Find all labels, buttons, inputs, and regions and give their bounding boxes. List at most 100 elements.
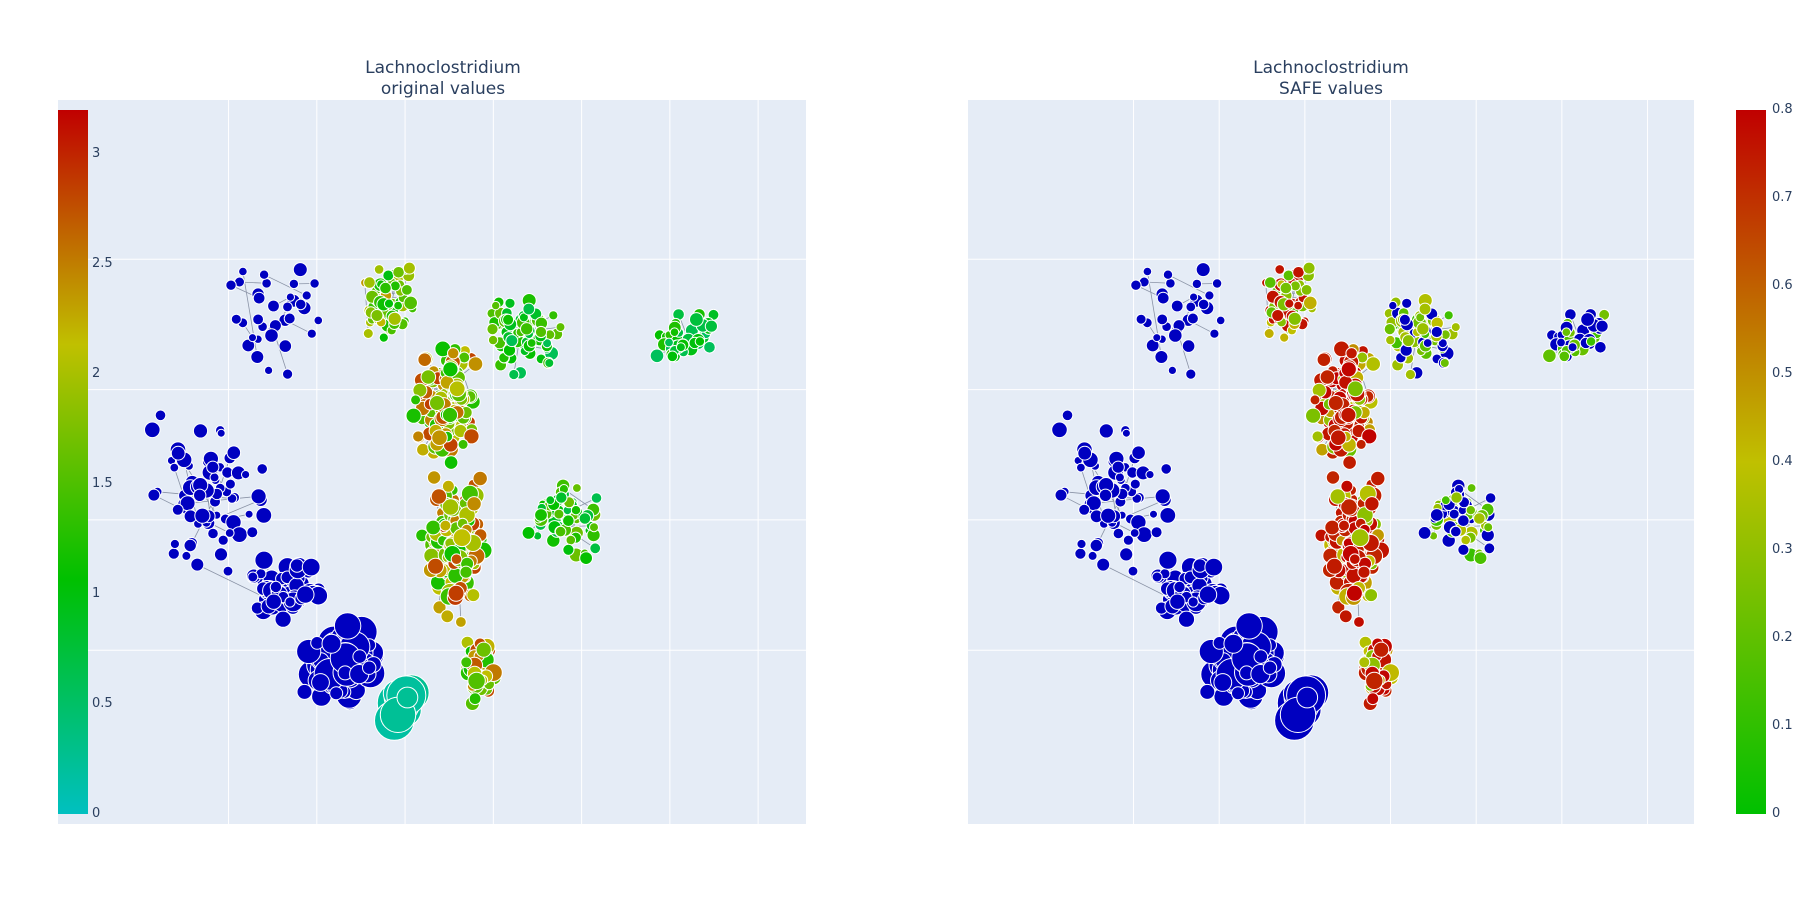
network-node[interactable] <box>1156 291 1170 305</box>
network-node[interactable] <box>183 538 197 553</box>
network-node[interactable] <box>363 276 376 289</box>
network-node[interactable] <box>1098 488 1113 502</box>
network-node[interactable] <box>1373 641 1390 658</box>
network-node[interactable] <box>429 395 445 411</box>
network-node[interactable] <box>1181 339 1196 353</box>
network-node[interactable] <box>694 336 706 347</box>
network-node[interactable] <box>1401 297 1413 309</box>
network-node[interactable] <box>1542 348 1557 364</box>
network-node[interactable] <box>420 369 437 385</box>
network-node[interactable] <box>463 428 480 445</box>
network-node[interactable] <box>1204 557 1224 577</box>
network-node[interactable] <box>432 600 447 615</box>
network-node[interactable] <box>475 641 492 658</box>
network-node[interactable] <box>264 328 279 343</box>
network-node[interactable] <box>1189 292 1199 302</box>
network-node[interactable] <box>1199 683 1216 700</box>
network-node[interactable] <box>1365 356 1382 372</box>
network-node[interactable] <box>1309 394 1321 406</box>
network-node[interactable] <box>467 671 486 691</box>
network-node[interactable] <box>1296 686 1319 709</box>
network-node[interactable] <box>1162 269 1174 280</box>
network-node[interactable] <box>393 300 404 311</box>
network-node[interactable] <box>1388 300 1398 311</box>
network-node[interactable] <box>1154 350 1169 364</box>
network-node[interactable] <box>383 298 395 309</box>
network-node[interactable] <box>269 580 283 594</box>
network-node[interactable] <box>1089 538 1104 553</box>
network-node[interactable] <box>505 334 519 348</box>
network-node[interactable] <box>1185 368 1197 380</box>
network-node[interactable] <box>1198 585 1218 604</box>
network-node[interactable] <box>170 445 186 461</box>
network-node[interactable] <box>1111 460 1125 474</box>
network-node[interactable] <box>502 313 515 326</box>
network-node[interactable] <box>402 261 416 275</box>
left-network-plot[interactable] <box>58 100 806 824</box>
network-node[interactable] <box>296 585 315 604</box>
network-node[interactable] <box>261 278 272 289</box>
network-node[interactable] <box>1329 488 1346 505</box>
network-node[interactable] <box>1340 361 1357 378</box>
network-node[interactable] <box>292 262 308 278</box>
network-node[interactable] <box>1457 514 1470 528</box>
network-node[interactable] <box>250 350 265 364</box>
network-node[interactable] <box>209 472 220 483</box>
network-node[interactable] <box>144 421 161 439</box>
network-node[interactable] <box>410 394 422 406</box>
network-node[interactable] <box>1114 472 1125 483</box>
network-node[interactable] <box>1302 261 1316 275</box>
network-node[interactable] <box>1151 571 1163 583</box>
network-node[interactable] <box>1370 470 1386 487</box>
network-node[interactable] <box>1316 352 1332 368</box>
network-node[interactable] <box>1361 428 1378 445</box>
network-node[interactable] <box>572 483 582 493</box>
network-node[interactable] <box>213 547 229 562</box>
network-node[interactable] <box>1215 315 1226 326</box>
network-node[interactable] <box>1121 428 1131 438</box>
network-node[interactable] <box>1484 492 1497 504</box>
network-node[interactable] <box>154 409 167 422</box>
network-node[interactable] <box>241 470 251 480</box>
network-node[interactable] <box>466 496 482 512</box>
network-node[interactable] <box>1457 543 1470 556</box>
network-node[interactable] <box>1364 496 1380 512</box>
network-node[interactable] <box>1383 323 1396 336</box>
network-node[interactable] <box>389 280 401 292</box>
network-node[interactable] <box>666 350 679 363</box>
network-node[interactable] <box>207 527 219 540</box>
network-node[interactable] <box>486 323 499 336</box>
network-node[interactable] <box>403 295 419 311</box>
network-node[interactable] <box>1319 369 1336 385</box>
network-node[interactable] <box>455 616 467 628</box>
network-node[interactable] <box>1417 526 1432 540</box>
network-node[interactable] <box>553 508 565 520</box>
network-node[interactable] <box>1385 334 1396 346</box>
network-node[interactable] <box>169 462 180 473</box>
network-node[interactable] <box>459 565 473 579</box>
network-node[interactable] <box>1450 322 1461 333</box>
network-node[interactable] <box>1154 488 1171 505</box>
network-node[interactable] <box>1223 633 1244 654</box>
network-node[interactable] <box>226 445 242 461</box>
network-node[interactable] <box>246 526 259 539</box>
network-node[interactable] <box>1204 290 1215 301</box>
network-node[interactable] <box>1325 557 1343 575</box>
network-node[interactable] <box>589 522 599 533</box>
network-node[interactable] <box>431 429 448 447</box>
network-node[interactable] <box>405 407 422 424</box>
network-node[interactable] <box>534 508 548 522</box>
network-node[interactable] <box>248 333 257 343</box>
network-node[interactable] <box>1173 580 1186 594</box>
network-node[interactable] <box>230 313 242 325</box>
network-node[interactable] <box>1187 596 1199 608</box>
network-node[interactable] <box>1100 507 1117 524</box>
network-node[interactable] <box>1350 528 1370 548</box>
network-node[interactable] <box>441 406 459 424</box>
network-node[interactable] <box>442 361 459 378</box>
network-node[interactable] <box>1149 509 1158 519</box>
network-node[interactable] <box>379 281 392 295</box>
network-node[interactable] <box>392 266 405 279</box>
network-node[interactable] <box>447 347 460 360</box>
network-node[interactable] <box>448 380 466 398</box>
